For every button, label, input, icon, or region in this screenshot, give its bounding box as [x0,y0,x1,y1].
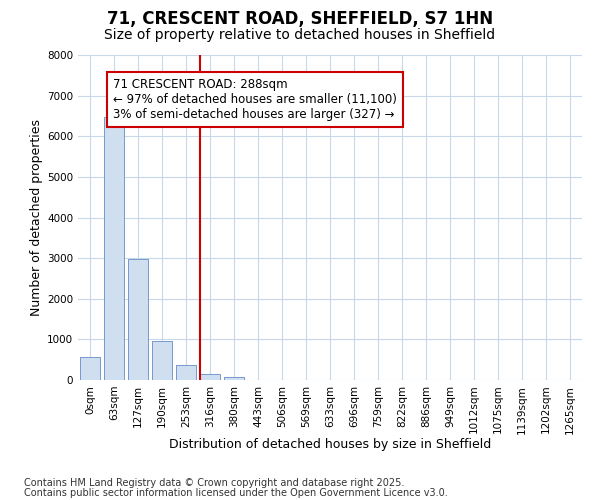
Bar [176,365,196,380]
X-axis label: Distribution of detached houses by size in Sheffield: Distribution of detached houses by size … [169,438,491,451]
Y-axis label: Number of detached properties: Number of detached properties [30,119,43,316]
Text: 71 CRESCENT ROAD: 288sqm
← 97% of detached houses are smaller (11,100)
3% of sem: 71 CRESCENT ROAD: 288sqm ← 97% of detach… [113,78,397,120]
Bar [104,116,124,380]
Text: Size of property relative to detached houses in Sheffield: Size of property relative to detached ho… [104,28,496,42]
Bar [80,357,100,380]
Bar [128,259,148,380]
Text: 71, CRESCENT ROAD, SHEFFIELD, S7 1HN: 71, CRESCENT ROAD, SHEFFIELD, S7 1HN [107,10,493,28]
Bar [152,340,172,380]
Bar [224,378,244,380]
Text: Contains public sector information licensed under the Open Government Licence v3: Contains public sector information licen… [24,488,448,498]
Bar [200,374,220,380]
Text: Contains HM Land Registry data © Crown copyright and database right 2025.: Contains HM Land Registry data © Crown c… [24,478,404,488]
